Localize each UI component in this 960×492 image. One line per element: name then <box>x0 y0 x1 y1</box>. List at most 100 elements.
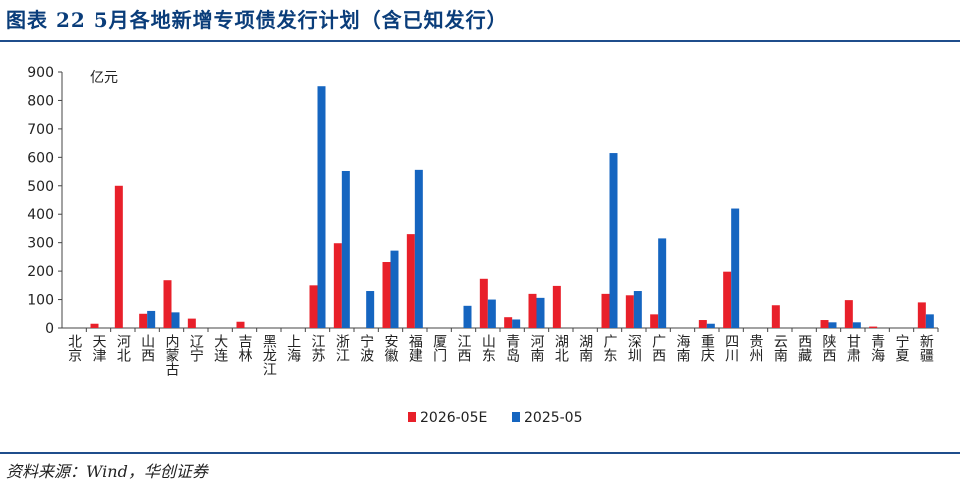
bar-series-a <box>333 243 342 328</box>
bar-series-a <box>382 262 391 328</box>
bar-series-a <box>163 280 172 328</box>
x-category-label: 福建 <box>407 334 423 363</box>
bar-series-a <box>723 271 732 328</box>
x-category-label: 云南 <box>772 334 788 362</box>
bar-series-b <box>828 322 837 328</box>
bar-series-b <box>366 291 375 328</box>
bar-series-a <box>771 305 780 328</box>
x-category-label: 厦门 <box>431 334 447 363</box>
bar-series-a <box>601 293 610 328</box>
bar-series-b <box>171 312 180 328</box>
x-category-label: 天津 <box>91 334 107 362</box>
unit-label: 亿元 <box>90 70 118 86</box>
y-tick-label: 0 <box>45 321 54 337</box>
bar-series-a <box>114 185 123 328</box>
x-category-label: 青海 <box>869 334 885 362</box>
y-tick-label: 500 <box>27 179 54 195</box>
x-category-label: 大连 <box>212 334 228 363</box>
x-category-label: 辽宁 <box>188 334 204 362</box>
bar-series-b <box>147 310 156 328</box>
x-category-label: 甘肃 <box>845 334 861 362</box>
chart-labels: 0 100 200 300 400 500 600 700 800 900 北京 天津 河北 山西 内蒙古辽… <box>27 65 934 376</box>
bar-series-a <box>917 302 926 328</box>
x-category-label: 重庆 <box>699 334 715 362</box>
bar-chart: 0 100 200 300 400 500 600 700 800 900 北京 天津 河北 山西 内蒙古辽… <box>27 65 939 426</box>
x-category-label: 广西 <box>650 334 666 362</box>
bar-series-b <box>925 314 934 328</box>
x-category-label: 海南 <box>675 334 691 362</box>
x-category-label: 陕西 <box>821 334 837 362</box>
bar-series-b <box>633 291 642 328</box>
x-category-label: 江苏 <box>310 334 326 363</box>
x-category-label: 北京 <box>66 334 82 362</box>
bar-series-a <box>479 278 488 328</box>
bar-series-b <box>463 305 472 328</box>
x-category-label: 西藏 <box>796 334 812 362</box>
x-category-label: 广东 <box>602 334 618 362</box>
y-tick-label: 400 <box>27 207 54 223</box>
legend-swatch <box>512 412 520 422</box>
bar-series-b <box>341 170 350 328</box>
y-tick-label: 900 <box>27 65 54 81</box>
bar-series-b <box>706 323 715 328</box>
chart-legend: 2026-05E 2025-05 <box>408 410 583 426</box>
bar-series-a <box>844 300 853 328</box>
bar-series-a <box>528 293 537 328</box>
x-category-label: 山西 <box>139 334 155 362</box>
bar-series-a <box>139 313 148 328</box>
bar-series-b <box>414 169 423 328</box>
bar-series-b <box>487 299 496 328</box>
bar-series-b <box>536 297 545 328</box>
x-category-label: 宁夏 <box>894 333 910 362</box>
bar-series-b <box>731 208 740 328</box>
x-category-label: 青岛 <box>504 334 520 362</box>
bar-series-a <box>236 321 245 328</box>
bar-series-a <box>820 320 829 328</box>
y-tick-label: 200 <box>27 264 54 280</box>
bar-series-a <box>698 320 707 328</box>
title-rule <box>0 40 960 42</box>
bar-series-a <box>625 295 634 328</box>
bar-series-b <box>317 86 326 328</box>
bar-series-a <box>552 285 561 328</box>
x-category-label: 贵州 <box>748 334 764 362</box>
chart-axes <box>58 71 939 332</box>
x-category-label: 吉林 <box>237 334 253 362</box>
x-category-label: 山东 <box>480 334 496 362</box>
bar-series-a <box>650 314 659 328</box>
bar-series-a <box>90 323 99 328</box>
x-category-label: 河南 <box>529 334 545 362</box>
bar-series-a <box>187 318 196 328</box>
bar-series-b <box>852 322 861 328</box>
y-tick-label: 100 <box>27 293 54 309</box>
bar-series-a <box>504 317 513 328</box>
x-category-label: 宁波 <box>358 333 374 362</box>
legend-label: 2025-05 <box>524 410 583 426</box>
y-tick-label: 700 <box>27 122 54 138</box>
source-rule <box>0 452 960 454</box>
source-note: 资料来源：Wind，华创证券 <box>6 462 208 481</box>
bar-series-b <box>512 319 521 328</box>
x-category-label: 新疆 <box>918 334 934 362</box>
x-category-label: 湖北 <box>553 334 569 363</box>
chart-bars <box>90 86 934 328</box>
x-category-label: 安徽 <box>383 334 399 362</box>
y-tick-label: 800 <box>27 93 54 109</box>
y-tick-label: 300 <box>27 236 54 252</box>
x-category-label: 河北 <box>115 334 131 363</box>
x-category-label: 黑龙江 <box>261 334 277 376</box>
figure-title: 图表 22 5月各地新增专项债发行计划（含已知发行） <box>6 8 508 32</box>
bar-series-b <box>609 153 618 328</box>
y-tick-label: 600 <box>27 150 54 166</box>
x-category-label: 四川 <box>723 334 739 362</box>
bar-series-a <box>406 234 415 328</box>
x-category-label: 浙江 <box>334 334 350 362</box>
bar-series-a <box>309 285 318 328</box>
legend-label: 2026-05E <box>420 410 487 426</box>
bar-series-a <box>869 326 878 328</box>
x-category-label: 湖南 <box>577 334 593 362</box>
bar-series-b <box>390 250 399 328</box>
bar-series-b <box>658 238 667 328</box>
x-category-label: 内蒙古 <box>164 334 180 376</box>
x-category-label: 上海 <box>285 334 301 362</box>
